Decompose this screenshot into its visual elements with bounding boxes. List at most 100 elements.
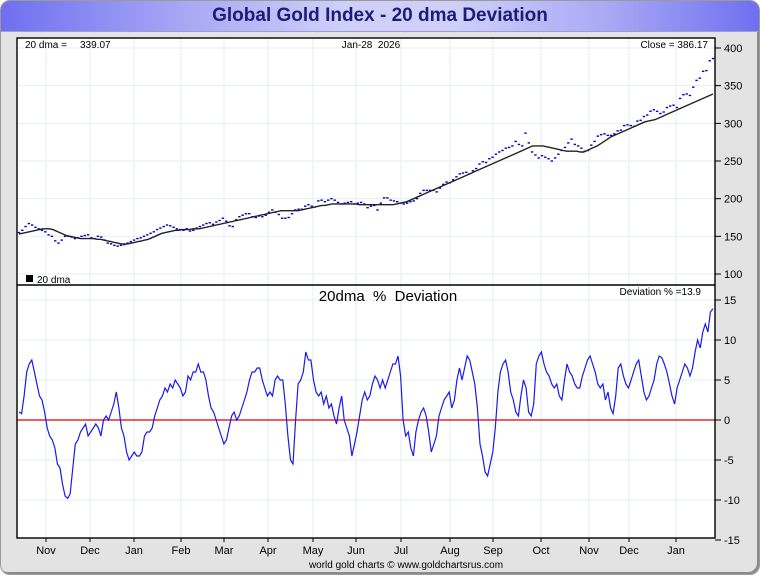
price-point <box>692 86 695 88</box>
price-point <box>419 192 422 195</box>
price-point <box>192 229 195 232</box>
price-point <box>514 140 517 143</box>
price-point <box>445 181 448 183</box>
grid-lines <box>17 38 715 541</box>
price-point <box>649 110 652 112</box>
dma-value: 339.07 <box>80 40 111 51</box>
price-point <box>185 228 188 230</box>
price-point <box>478 163 481 165</box>
price-point <box>284 217 287 219</box>
y-tick-label: 5 <box>724 375 730 387</box>
price-point <box>435 191 438 193</box>
price-point <box>678 97 682 100</box>
y-tick-label: -5 <box>724 455 734 467</box>
price-point <box>44 231 47 233</box>
price-point <box>596 135 600 137</box>
price-point <box>96 235 100 238</box>
price-point <box>195 227 198 229</box>
price-point <box>507 146 511 149</box>
y-tick-label: 0 <box>724 415 730 427</box>
price-point <box>34 226 37 228</box>
price-point <box>685 93 688 95</box>
dma-series-line <box>18 93 714 245</box>
price-point <box>139 237 142 239</box>
price-point <box>461 172 465 174</box>
price-point <box>415 197 419 200</box>
price-point <box>491 156 494 158</box>
price-point <box>567 142 570 144</box>
price-point <box>57 242 60 244</box>
price-point <box>711 57 715 60</box>
price-point <box>297 208 300 210</box>
price-point <box>83 234 86 237</box>
x-tick-label: Dec <box>619 545 639 557</box>
price-point <box>688 94 692 97</box>
y-tick-label: 400 <box>724 43 742 55</box>
y-tick-label: 350 <box>724 81 742 93</box>
x-tick-label: Mar <box>215 545 234 557</box>
price-point <box>356 202 359 204</box>
price-point <box>47 234 50 236</box>
price-point <box>682 94 685 96</box>
price-point <box>225 220 228 222</box>
price-point <box>244 213 248 215</box>
x-tick-label: Jan <box>667 545 685 557</box>
price-point <box>563 146 567 149</box>
price-point <box>369 205 373 207</box>
price-point <box>484 161 488 164</box>
price-point <box>100 236 103 238</box>
y-tick-label: 150 <box>724 231 742 243</box>
price-point <box>221 217 225 219</box>
price-point <box>132 239 136 241</box>
price-point <box>205 222 208 225</box>
dma-label: 20 dma = <box>25 40 67 51</box>
price-point <box>553 157 557 159</box>
price-point <box>517 143 521 146</box>
price-point <box>109 243 113 245</box>
price-point <box>73 237 77 240</box>
price-point <box>162 225 165 228</box>
price-point <box>373 204 376 207</box>
price-point <box>123 243 126 246</box>
x-tick-label: Sep <box>483 545 503 557</box>
price-point <box>458 173 461 175</box>
price-point <box>488 158 491 160</box>
price-point <box>580 147 583 149</box>
price-point <box>481 161 484 163</box>
price-point <box>524 132 527 134</box>
price-point <box>570 138 573 140</box>
price-point <box>438 187 442 189</box>
price-point <box>175 228 179 230</box>
price-point <box>402 203 406 205</box>
x-tick-label: Nov <box>579 545 599 557</box>
price-point <box>626 124 629 126</box>
price-point <box>169 225 172 227</box>
price-point <box>336 201 340 204</box>
price-point <box>24 225 27 228</box>
price-point <box>442 183 445 186</box>
y-tick-label: 15 <box>724 295 736 307</box>
price-point <box>317 200 320 202</box>
price-point <box>396 200 399 203</box>
price-point <box>527 142 531 144</box>
price-point <box>613 133 616 135</box>
price-point <box>698 77 702 79</box>
price-point <box>215 221 218 223</box>
y-tick-label: 100 <box>724 269 742 281</box>
deviation-y-axis: 15 10 5 0 -5 -10 -15 <box>715 295 740 547</box>
price-point <box>326 199 330 201</box>
price-point <box>669 105 672 107</box>
price-point <box>573 143 577 146</box>
y-tick-label: 300 <box>724 118 742 130</box>
price-point <box>672 104 675 106</box>
price-point <box>382 197 386 199</box>
price-point <box>366 207 369 209</box>
price-point <box>30 224 34 226</box>
price-point <box>501 149 504 152</box>
price-point <box>379 202 383 204</box>
x-tick-label: Jun <box>347 545 365 557</box>
y-tick-label: -10 <box>724 495 740 507</box>
price-point <box>409 200 412 203</box>
